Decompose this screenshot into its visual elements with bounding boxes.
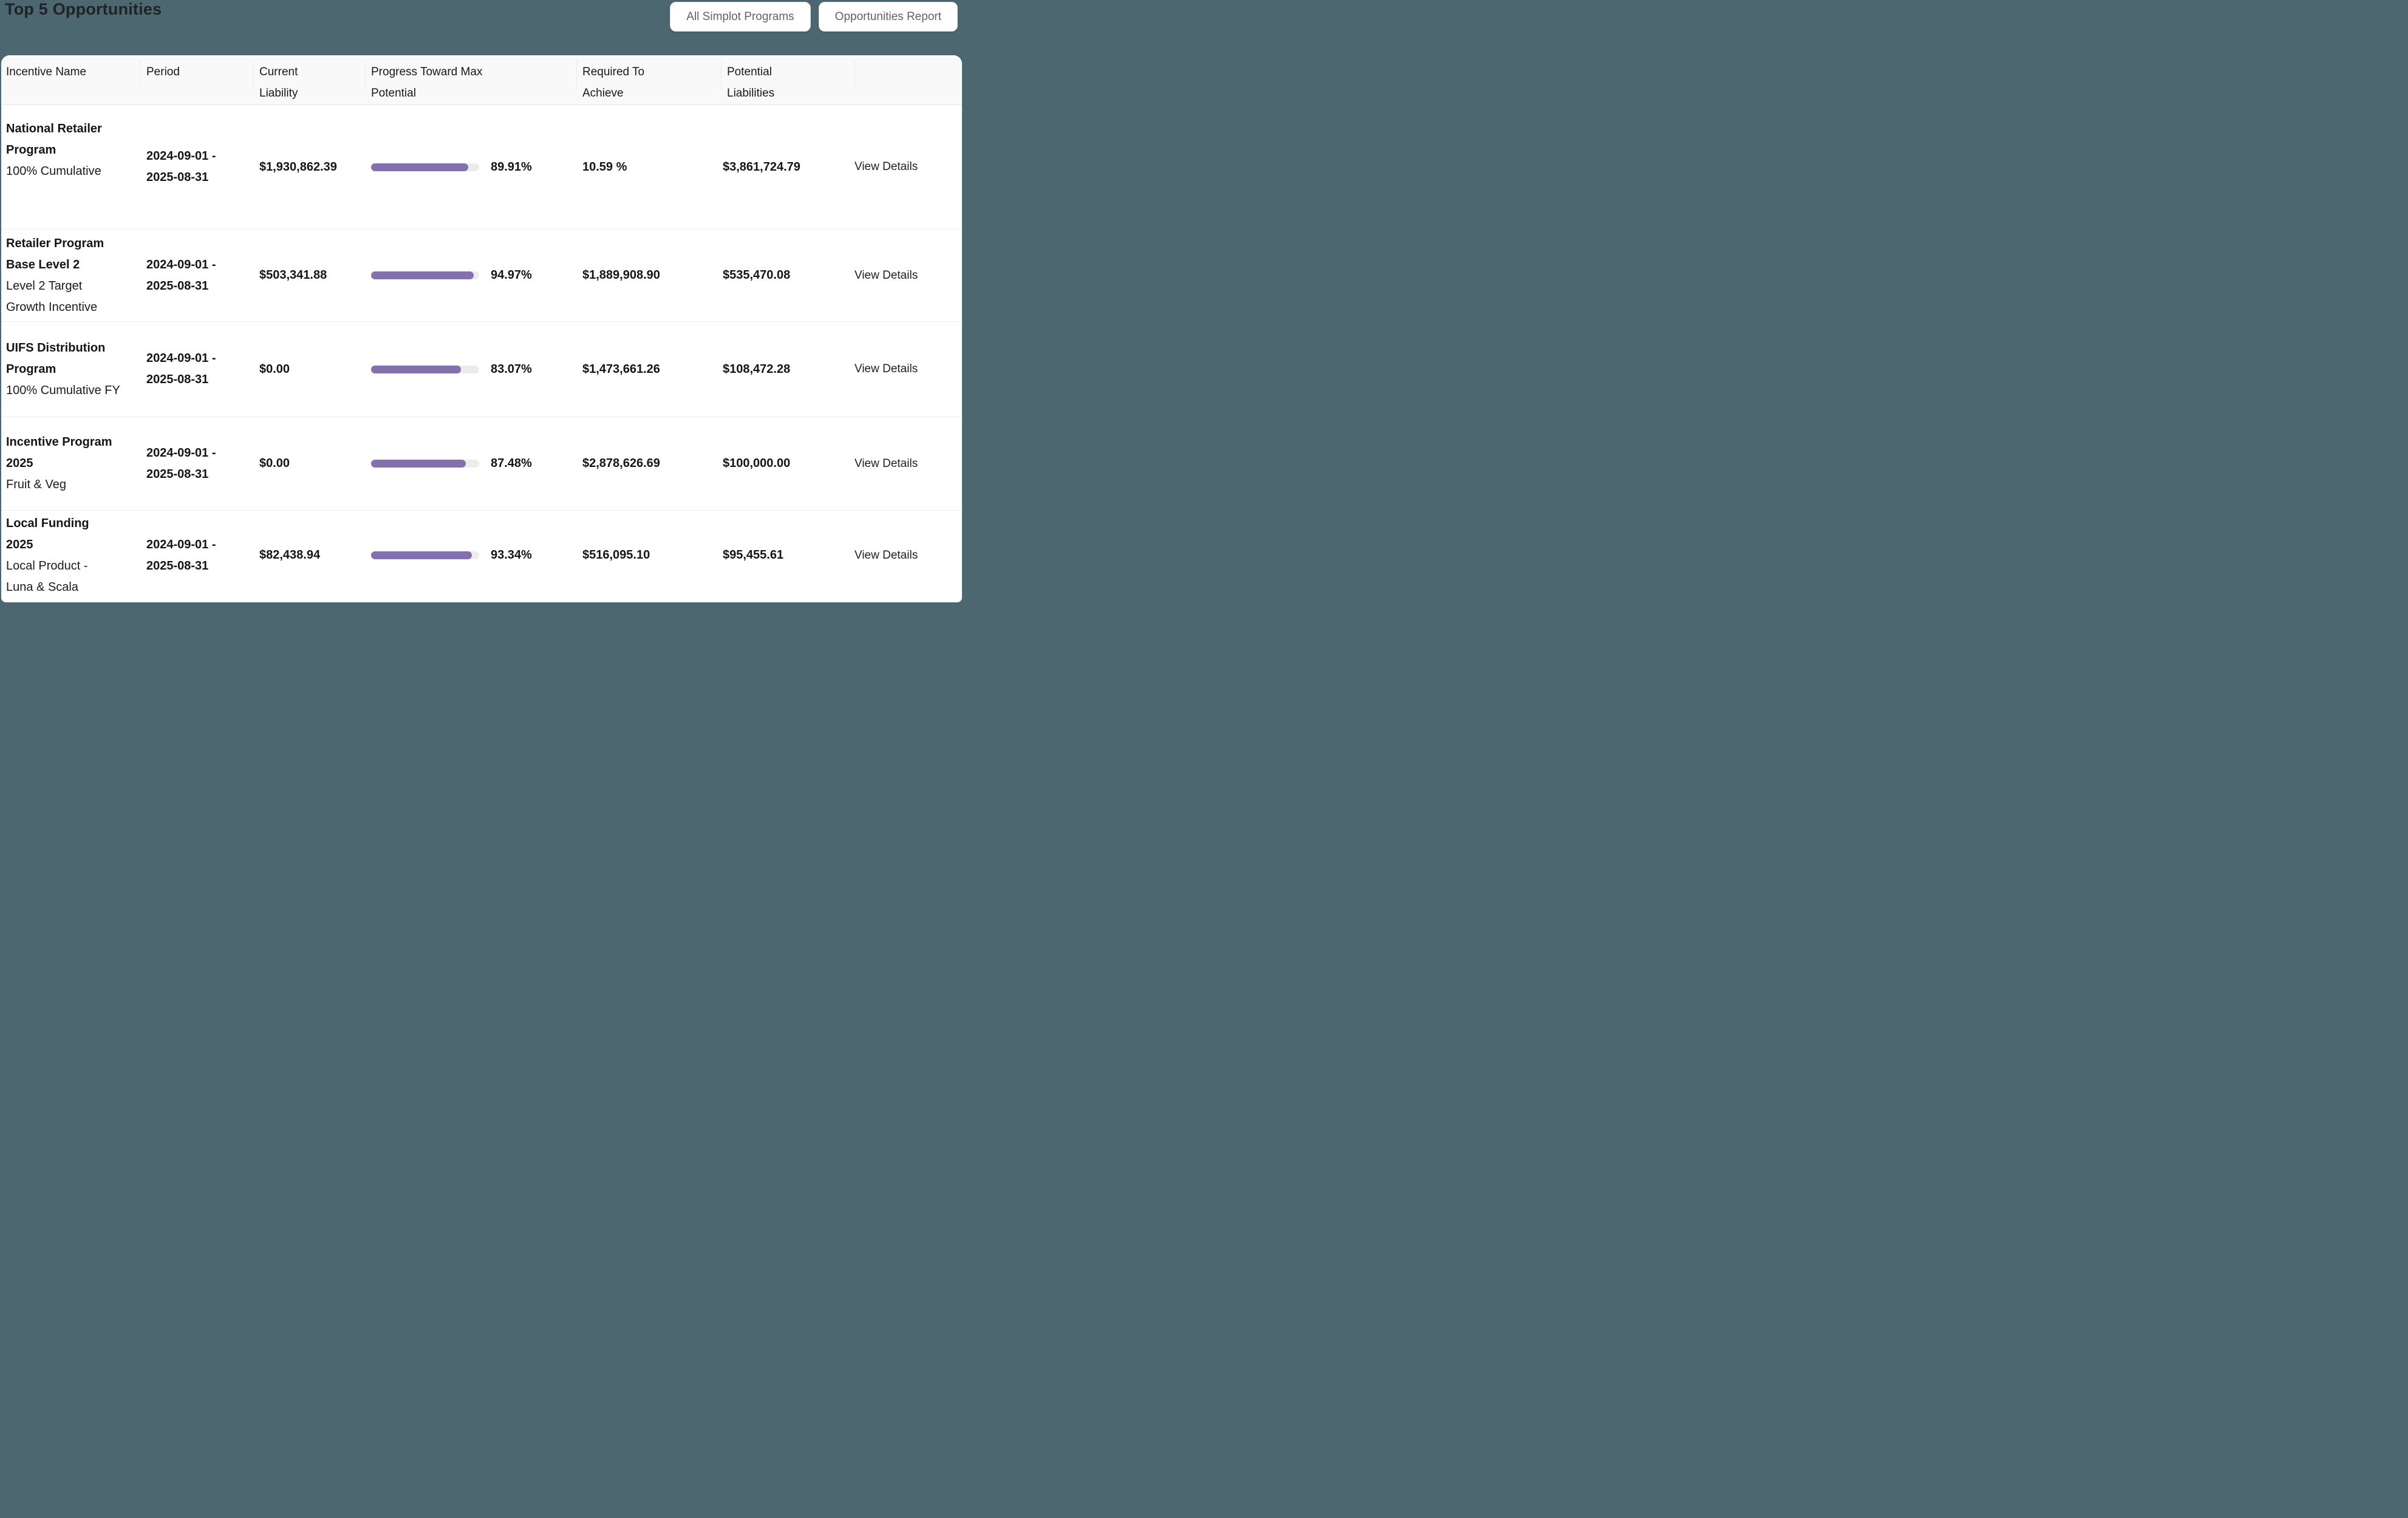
- period-cell: 2024-09-01 - 2025-08-31: [146, 446, 216, 481]
- potential-liabilities-cell: $535,470.08: [723, 268, 791, 282]
- potential-liabilities-cell: $95,455.61: [723, 548, 784, 562]
- current-liability-cell: $82,438.94: [259, 548, 321, 562]
- view-details-link[interactable]: View Details: [854, 268, 918, 282]
- incentive-subtitle: Local Product - Luna & Scala: [6, 559, 88, 594]
- column-header-actions: [854, 55, 962, 104]
- incentive-subtitle: 100% Cumulative: [6, 165, 101, 178]
- table-header-row: Incentive Name Period Current Liability …: [1, 55, 962, 105]
- column-header-required-to-achieve: Required To Achieve: [576, 55, 721, 104]
- table-row: UIFS Distribution Program 100% Cumulativ…: [1, 322, 962, 417]
- incentive-name-cell: Incentive Program 2025 Fruit & Veg: [1, 432, 140, 495]
- incentive-name: Incentive Program 2025: [6, 435, 112, 470]
- table-row: Local Funding 2025 Local Product - Luna …: [1, 511, 962, 600]
- progress-bar-track: [371, 551, 479, 559]
- current-liability-cell: $0.00: [259, 457, 290, 470]
- current-liability-cell: $1,930,862.39: [259, 160, 337, 174]
- progress-percent-label: 93.34%: [491, 548, 532, 562]
- progress-percent-label: 87.48%: [491, 457, 532, 470]
- view-details-link[interactable]: View Details: [854, 548, 918, 562]
- column-header-progress: Progress Toward Max Potential: [365, 55, 576, 104]
- potential-liabilities-cell: $108,472.28: [723, 362, 791, 376]
- incentive-subtitle: Fruit & Veg: [6, 478, 66, 491]
- required-to-achieve-cell: $2,878,626.69: [582, 457, 660, 470]
- incentive-name-cell: UIFS Distribution Program 100% Cumulativ…: [1, 338, 140, 401]
- progress-cell: 93.34%: [365, 548, 576, 562]
- all-simplot-programs-button[interactable]: All Simplot Programs: [670, 2, 811, 32]
- incentive-name: Retailer Program Base Level 2: [6, 236, 104, 271]
- opportunities-report-button[interactable]: Opportunities Report: [818, 2, 958, 32]
- required-to-achieve-cell: $1,473,661.26: [582, 362, 660, 376]
- progress-percent-label: 83.07%: [491, 362, 532, 376]
- required-to-achieve-cell: $1,889,908.90: [582, 268, 660, 282]
- potential-liabilities-cell: $3,861,724.79: [723, 160, 800, 174]
- table-row: National Retailer Program 100% Cumulativ…: [1, 105, 962, 230]
- current-liability-cell: $503,341.88: [259, 268, 327, 282]
- column-header-potential-liabilities: Potential Liabilities: [721, 55, 854, 104]
- opportunities-table-card: Incentive Name Period Current Liability …: [1, 55, 962, 602]
- toolbar: All Simplot Programs Opportunities Repor…: [670, 2, 958, 32]
- period-cell: 2024-09-01 - 2025-08-31: [146, 257, 216, 293]
- progress-bar-fill: [371, 460, 466, 468]
- period-cell: 2024-09-01 - 2025-08-31: [146, 352, 216, 386]
- column-header-incentive-name: Incentive Name: [6, 66, 87, 78]
- incentive-name-cell: National Retailer Program 100% Cumulativ…: [1, 105, 140, 182]
- progress-percent-label: 94.97%: [491, 268, 532, 282]
- progress-cell: 94.97%: [365, 268, 576, 282]
- table-row: Incentive Program 2025 Fruit & Veg 2024-…: [1, 417, 962, 511]
- progress-bar-track: [371, 460, 479, 468]
- progress-bar-track: [371, 163, 479, 171]
- progress-bar-fill: [371, 163, 469, 171]
- incentive-name: National Retailer Program: [6, 122, 102, 157]
- progress-cell: 89.91%: [365, 160, 576, 174]
- incentive-subtitle: 100% Cumulative FY: [6, 383, 120, 397]
- progress-bar-track: [371, 365, 479, 373]
- page-title: Top 5 Opportunities: [5, 0, 162, 18]
- period-cell: 2024-09-01 - 2025-08-31: [146, 537, 216, 573]
- top-bar: Top 5 Opportunities All Simplot Programs…: [0, 0, 963, 55]
- progress-bar-fill: [371, 365, 461, 373]
- progress-percent-label: 89.91%: [491, 160, 532, 174]
- view-details-link[interactable]: View Details: [854, 457, 918, 470]
- progress-cell: 87.48%: [365, 457, 576, 471]
- current-liability-cell: $0.00: [259, 362, 290, 376]
- incentive-name: UIFS Distribution Program: [6, 341, 106, 376]
- progress-bar-fill: [371, 271, 474, 279]
- potential-liabilities-cell: $100,000.00: [723, 457, 791, 470]
- progress-cell: 83.07%: [365, 362, 576, 376]
- view-details-link[interactable]: View Details: [854, 362, 918, 375]
- progress-bar-fill: [371, 551, 472, 559]
- incentive-name: Local Funding 2025: [6, 516, 89, 551]
- period-cell: 2024-09-01 - 2025-08-31: [146, 149, 216, 184]
- table-row: Retailer Program Base Level 2 Level 2 Ta…: [1, 230, 962, 322]
- progress-bar-track: [371, 271, 479, 279]
- column-header-period: Period: [140, 55, 253, 104]
- column-header-current-liability: Current Liability: [253, 55, 365, 104]
- required-to-achieve-cell: $516,095.10: [582, 548, 650, 562]
- required-to-achieve-cell: 10.59 %: [582, 160, 627, 174]
- incentive-name-cell: Local Funding 2025 Local Product - Luna …: [1, 513, 140, 598]
- view-details-link[interactable]: View Details: [854, 160, 918, 173]
- incentive-subtitle: Level 2 Target Growth Incentive: [6, 279, 98, 314]
- incentive-name-cell: Retailer Program Base Level 2 Level 2 Ta…: [1, 233, 140, 318]
